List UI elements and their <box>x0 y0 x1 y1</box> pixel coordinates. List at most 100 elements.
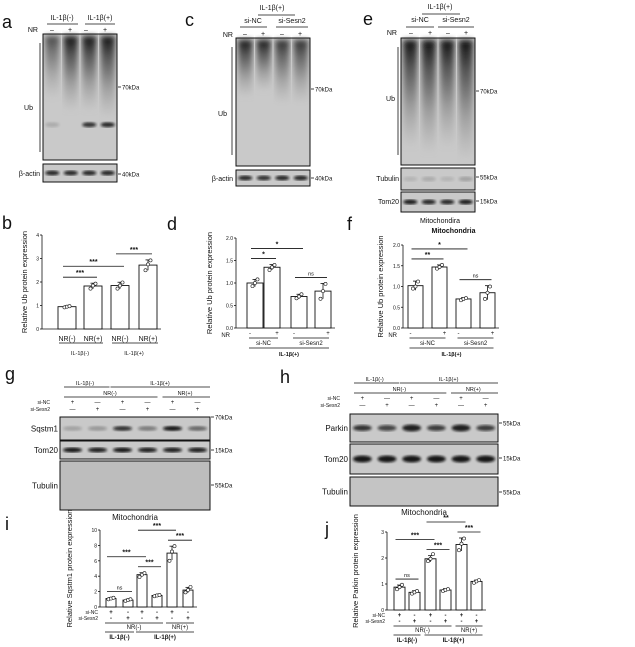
bar <box>439 589 452 611</box>
group-label: NR(+) <box>178 391 193 397</box>
sign: + <box>385 403 389 409</box>
sign: + <box>146 407 150 413</box>
group-label: IL-1β(+) <box>150 381 170 387</box>
group-label: IL-1β(+) <box>439 377 459 383</box>
data-point <box>477 578 481 583</box>
panel-label-b: b <box>2 213 12 233</box>
blot-caption: Mitochondira <box>420 218 460 225</box>
kda-marker: 55kDa <box>503 422 521 428</box>
sign: - <box>461 619 463 625</box>
kda-marker: 55kDa <box>503 491 521 497</box>
panel-label-i: i <box>5 514 9 534</box>
sign: - <box>430 619 432 625</box>
data-point <box>253 281 257 285</box>
row-label: si-NC <box>38 400 51 406</box>
smear-lane <box>63 36 78 112</box>
bar <box>424 558 437 611</box>
band <box>256 175 271 181</box>
chart-title: Mitochondria <box>432 228 476 235</box>
nr-label: NR <box>388 333 397 339</box>
y-tick-label: 1 <box>36 304 39 310</box>
sign: + <box>170 610 174 616</box>
band <box>403 176 418 182</box>
data-point <box>297 294 301 299</box>
band <box>45 170 60 176</box>
band <box>458 176 473 182</box>
data-point <box>440 263 444 267</box>
data-point <box>186 588 190 592</box>
sign: — <box>433 396 439 402</box>
significance-label: *** <box>434 543 442 550</box>
smear-lane <box>458 40 473 161</box>
nr-sign: – <box>409 30 413 37</box>
x-category: NR(-) <box>58 336 75 343</box>
data-point <box>272 263 277 267</box>
panel-label-j: j <box>324 519 329 539</box>
row-label: Tubulin <box>322 488 348 497</box>
significance-label: *** <box>411 533 419 540</box>
data-point <box>299 292 304 297</box>
ub-blot-a-bands <box>42 33 118 161</box>
nr-label: NR <box>223 32 233 39</box>
data-point <box>142 571 147 576</box>
group-title: IL-1β(+) <box>428 4 453 11</box>
kda-marker: 15kDa <box>215 449 233 455</box>
data-point <box>483 297 487 301</box>
sign: — <box>458 403 464 409</box>
band <box>440 199 455 205</box>
group-label: IL-1β(-) <box>71 351 89 357</box>
band <box>377 425 397 431</box>
band <box>403 199 418 205</box>
x-category: NR(+) <box>84 336 103 343</box>
band <box>451 455 471 463</box>
nr-sign: + <box>275 331 279 337</box>
group-label: IL-1β(-) <box>50 15 73 22</box>
kda-marker: 70kDa <box>215 416 233 422</box>
data-point <box>294 296 299 301</box>
band <box>476 425 496 431</box>
nr-sign: + <box>443 331 447 337</box>
row-label: Sqstm1 <box>31 425 59 434</box>
data-point <box>428 556 433 561</box>
row-label: Tom20 <box>34 446 59 455</box>
y-tick-label: 3 <box>381 530 384 536</box>
kda-marker: 40kDa <box>122 173 140 179</box>
y-tick-label: 1.0 <box>393 285 400 291</box>
x-category: NR(-) <box>111 336 128 343</box>
data-point <box>437 265 442 269</box>
data-point <box>464 296 468 301</box>
sign: + <box>140 610 144 616</box>
band <box>88 426 107 431</box>
sign: — <box>145 400 151 406</box>
nr-sign: - <box>410 331 412 337</box>
significance-label: ns <box>117 586 123 592</box>
panel-label-d: d <box>167 214 177 234</box>
sign: - <box>127 610 129 616</box>
smear-lane <box>45 36 60 99</box>
y-axis-label: Relative Sqstm1 protein expression <box>65 510 74 628</box>
data-point <box>426 559 430 564</box>
actin-blot-c <box>235 169 311 187</box>
band <box>275 175 290 181</box>
sign: + <box>121 400 125 406</box>
kda-marker: 70kDa <box>122 86 140 92</box>
significance-label: * <box>262 252 265 259</box>
data-point <box>416 279 420 284</box>
group-label: IL-1β(+) <box>443 638 465 644</box>
y-tick-label: 1.0 <box>226 281 233 287</box>
group-label: IL-1β(-) <box>366 377 384 383</box>
y-tick-label: 1.5 <box>226 259 233 265</box>
nr-label: NR <box>28 27 38 34</box>
band <box>63 447 82 453</box>
nr-label: NR <box>221 333 230 339</box>
bar <box>470 580 483 611</box>
sign: + <box>429 613 433 619</box>
data-point <box>143 268 148 273</box>
nr-sign: + <box>68 27 72 34</box>
sign: + <box>460 613 464 619</box>
data-point <box>250 284 255 289</box>
band <box>82 122 97 128</box>
significance-label: *** <box>145 560 153 567</box>
band <box>113 447 132 453</box>
data-point <box>128 597 133 602</box>
